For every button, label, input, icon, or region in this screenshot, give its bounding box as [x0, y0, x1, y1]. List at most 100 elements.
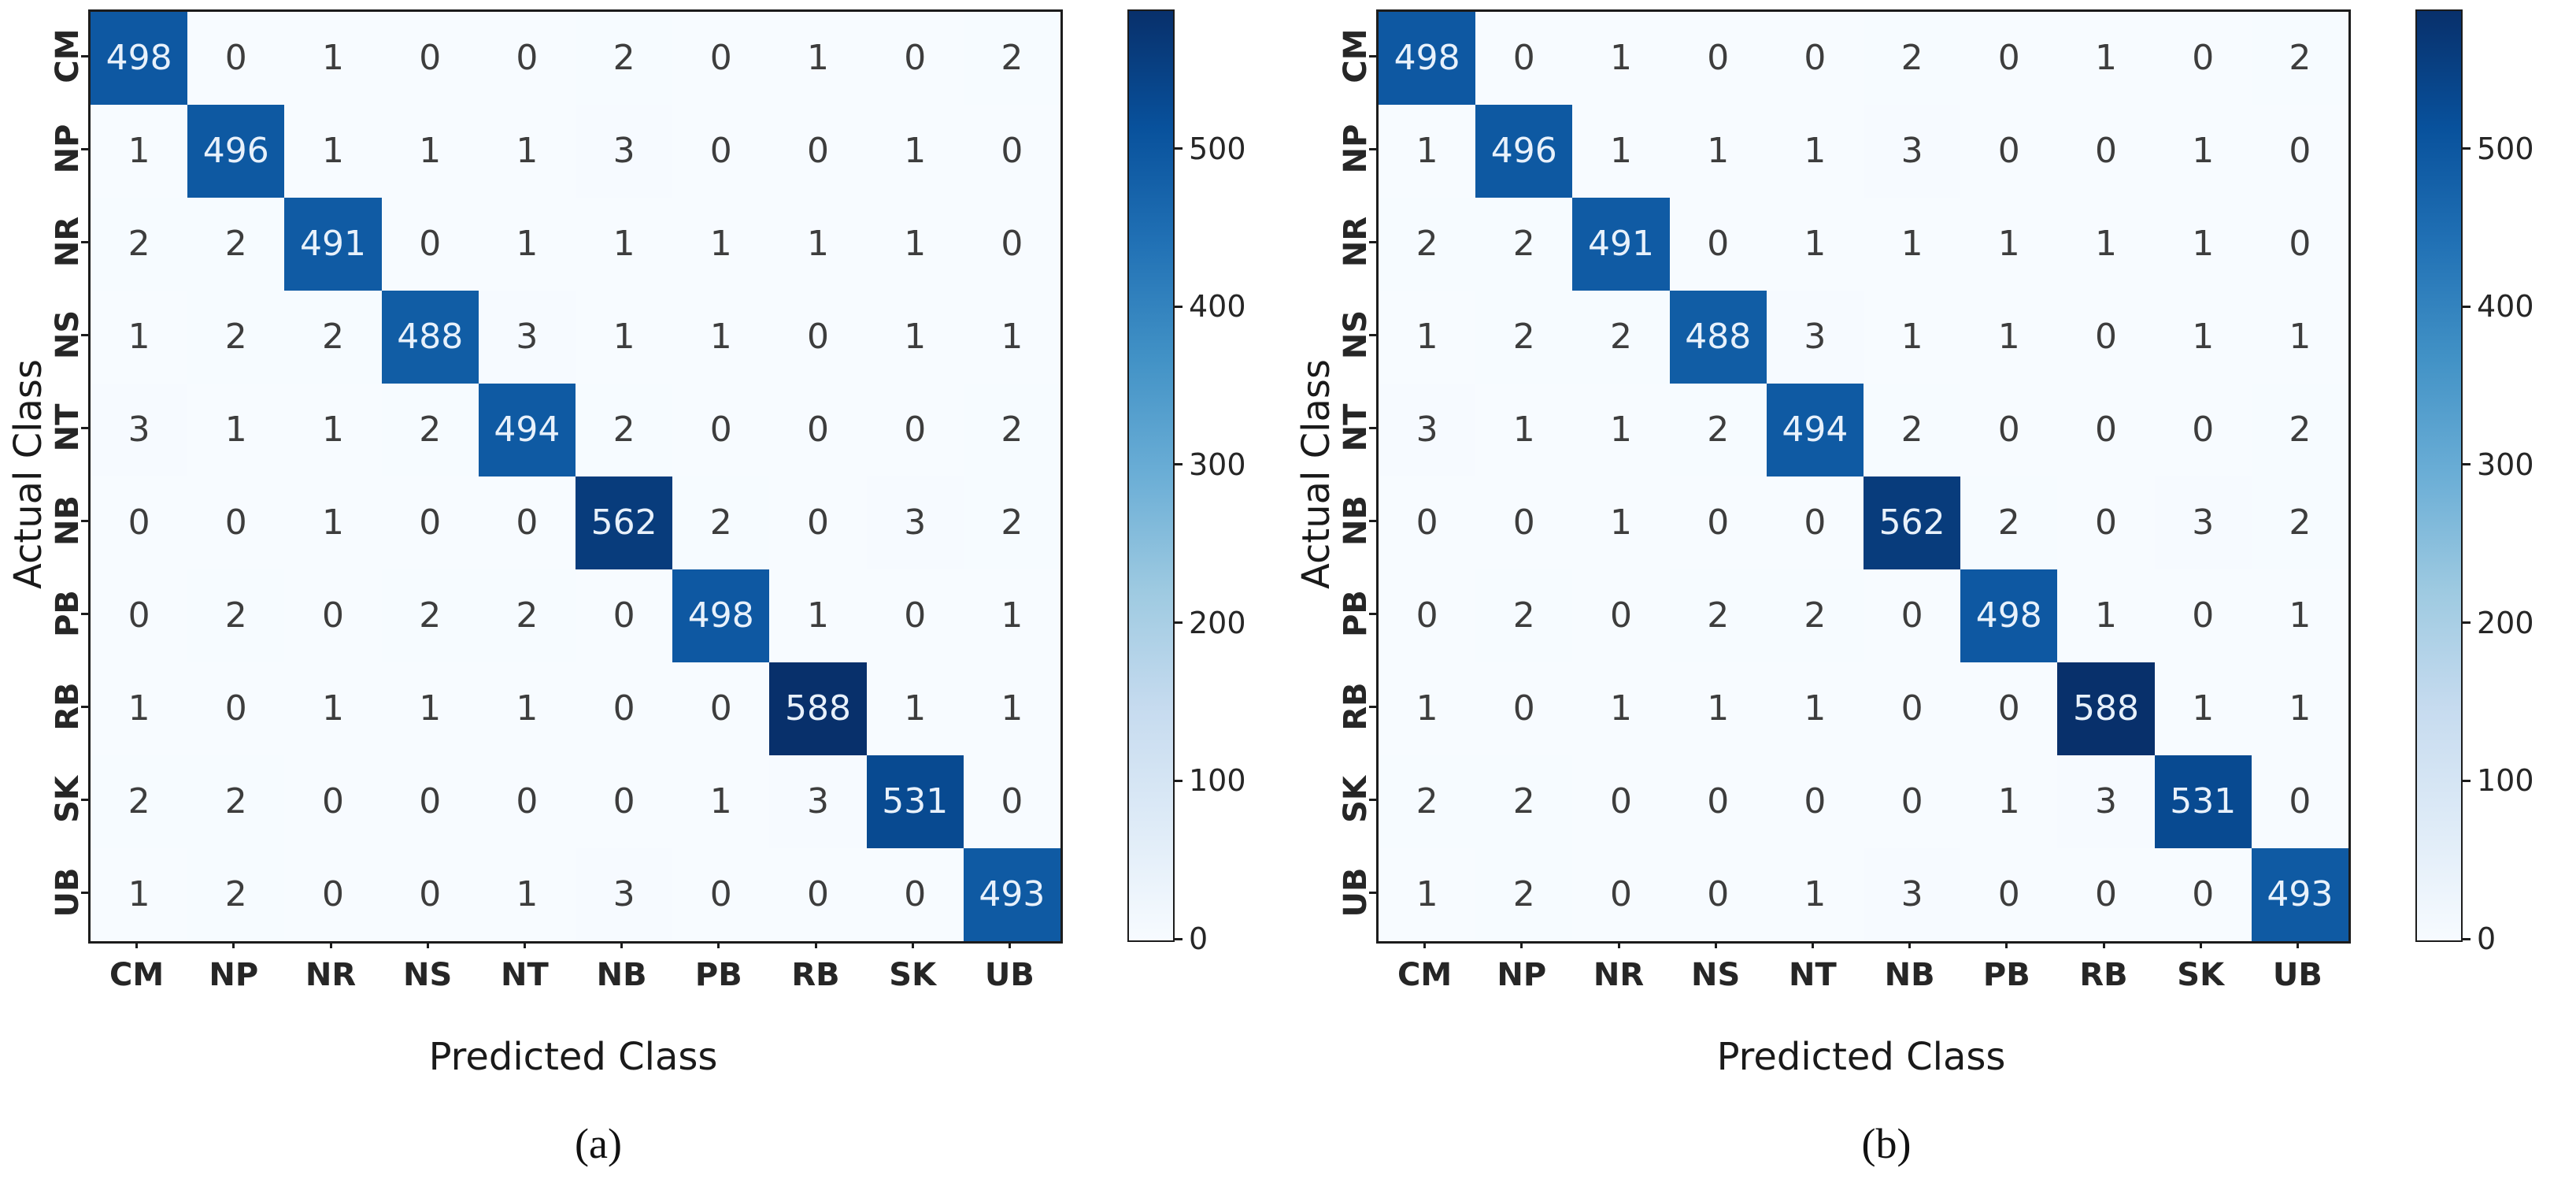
heatmap-cell: 0: [91, 569, 188, 662]
colorbar-tickmark: [2461, 779, 2471, 782]
heatmap-cell: 2: [575, 384, 673, 476]
x-tick-label: CM: [109, 957, 165, 993]
heatmap-cell: 1: [1379, 105, 1476, 198]
heatmap-cell: 0: [866, 848, 964, 941]
heatmap-cell: 494: [478, 384, 576, 476]
heatmap-cell: 1: [1572, 12, 1670, 105]
heatmap-cell: 1: [478, 198, 576, 291]
heatmap-cell: 1: [2251, 291, 2348, 384]
heatmap-cell: 1: [2057, 198, 2155, 291]
heatmap-cell: 1: [1960, 198, 2058, 291]
heatmap-cell: 2: [1960, 476, 2058, 569]
heatmap-cell: 1: [1669, 662, 1767, 755]
y-axis-label: Actual Class: [1294, 359, 1338, 589]
heatmap-cell: 0: [284, 569, 382, 662]
heatmap-cell: 0: [187, 476, 285, 569]
heatmap-cell: 1: [575, 291, 673, 384]
heatmap-cell: 3: [478, 291, 576, 384]
heatmap-cell: 1: [1669, 105, 1767, 198]
colorbar-tickmark: [1173, 147, 1183, 150]
x-tick-label: NR: [1593, 957, 1645, 993]
y-axis-tickmark: [81, 426, 88, 429]
x-tick-label: NP: [209, 957, 259, 993]
heatmap-cell: 2: [381, 569, 479, 662]
confusion-matrix-heatmap: 498 0 1 0 0 2 0 1 0 2 1 496 1 1 1 3 0 0 1 0 2 2 491 0 1 1 1 1 1 0 1 2 2 4…: [88, 9, 1063, 944]
heatmap-cell: 0: [478, 755, 576, 848]
heatmap-cell: 1: [1572, 105, 1670, 198]
heatmap-cell: 1: [1379, 662, 1476, 755]
x-tick-label: NB: [596, 957, 647, 993]
heatmap-cell: 0: [1572, 569, 1670, 662]
heatmap-cell: 1: [866, 198, 964, 291]
heatmap-cell: 2: [1379, 198, 1476, 291]
x-tick-label: NT: [1789, 957, 1837, 993]
y-axis-tickmark: [81, 519, 88, 522]
heatmap-cell: 1: [1960, 291, 2058, 384]
x-tick-label: PB: [694, 957, 742, 993]
colorbar-tickmark: [2461, 305, 2471, 308]
x-tick-label: NR: [305, 957, 357, 993]
x-tick-label: UB: [984, 957, 1034, 993]
colorbar-tick-label: 0: [1189, 921, 1208, 956]
y-axis-tickmark: [81, 705, 88, 708]
heatmap-cell: 0: [866, 569, 964, 662]
heatmap-cell: 3: [1766, 291, 1864, 384]
x-axis-label: Predicted Class: [1716, 1035, 2006, 1079]
colorbar-tickmark: [1173, 463, 1183, 466]
heatmap-cell: 498: [1960, 569, 2058, 662]
heatmap-cell: 0: [1379, 476, 1476, 569]
heatmap-cell: 1: [672, 755, 770, 848]
x-axis-tickmark: [2296, 941, 2299, 948]
heatmap-cell: 1: [284, 12, 382, 105]
heatmap-cell: 1: [2154, 105, 2252, 198]
heatmap-cell: 531: [2154, 755, 2252, 848]
heatmap-cell: 0: [672, 384, 770, 476]
heatmap-cell: 2: [1669, 384, 1767, 476]
y-axis-tickmark: [1369, 426, 1376, 429]
heatmap-cell: 0: [284, 848, 382, 941]
heatmap-cell: 3: [575, 105, 673, 198]
colorbar: [1127, 9, 1175, 942]
heatmap-cell: 491: [284, 198, 382, 291]
colorbar-tickmark: [2461, 147, 2471, 150]
y-axis-tickmark: [81, 798, 88, 801]
heatmap-cell: 1: [769, 569, 867, 662]
y-axis-tickmark: [1369, 891, 1376, 894]
heatmap-cell: 2: [187, 291, 285, 384]
confusion-matrix-heatmap: 498 0 1 0 0 2 0 1 0 2 1 496 1 1 1 3 0 0 1 0 2 2 491 0 1 1 1 1 1 0 1 2 2 4…: [1376, 9, 2351, 944]
heatmap-cell: 0: [1475, 12, 1573, 105]
heatmap-cell: 1: [769, 12, 867, 105]
heatmap-cell: 488: [1669, 291, 1767, 384]
heatmap-cell: 2: [1669, 569, 1767, 662]
heatmap-cell: 498: [672, 569, 770, 662]
heatmap-cell: 0: [187, 662, 285, 755]
y-axis-label: Actual Class: [6, 359, 50, 589]
heatmap-cell: 0: [2057, 105, 2155, 198]
colorbar-tickmark: [2461, 937, 2471, 940]
heatmap-cell: 1: [963, 569, 1060, 662]
heatmap-cell: 2: [2251, 476, 2348, 569]
heatmap-cell: 3: [2057, 755, 2155, 848]
heatmap-cell: 1: [91, 291, 188, 384]
heatmap-cell: 0: [1669, 198, 1767, 291]
heatmap-cell: 0: [1669, 755, 1767, 848]
heatmap-cell: 0: [478, 476, 576, 569]
heatmap-cell: 0: [1960, 662, 2058, 755]
x-axis-tickmark: [1714, 941, 1717, 948]
x-tick-label: CM: [1397, 957, 1453, 993]
heatmap-cell: 2: [1475, 848, 1573, 941]
heatmap-cell: 0: [1766, 12, 1864, 105]
heatmap-cell: 2: [1863, 384, 1961, 476]
heatmap-cell: 0: [1766, 476, 1864, 569]
heatmap-cell: 0: [2251, 105, 2348, 198]
heatmap-cell: 0: [963, 755, 1060, 848]
colorbar-tick-label: 200: [1189, 605, 1246, 640]
heatmap-cell: 2: [187, 198, 285, 291]
x-axis-tickmark: [620, 941, 624, 948]
colorbar-tick-label: 400: [2477, 289, 2534, 324]
heatmap-cell: 1: [91, 105, 188, 198]
heatmap-cell: 2: [1379, 755, 1476, 848]
heatmap-cell: 493: [2251, 848, 2348, 941]
heatmap-cell: 0: [478, 12, 576, 105]
x-axis-tickmark: [2005, 941, 2008, 948]
